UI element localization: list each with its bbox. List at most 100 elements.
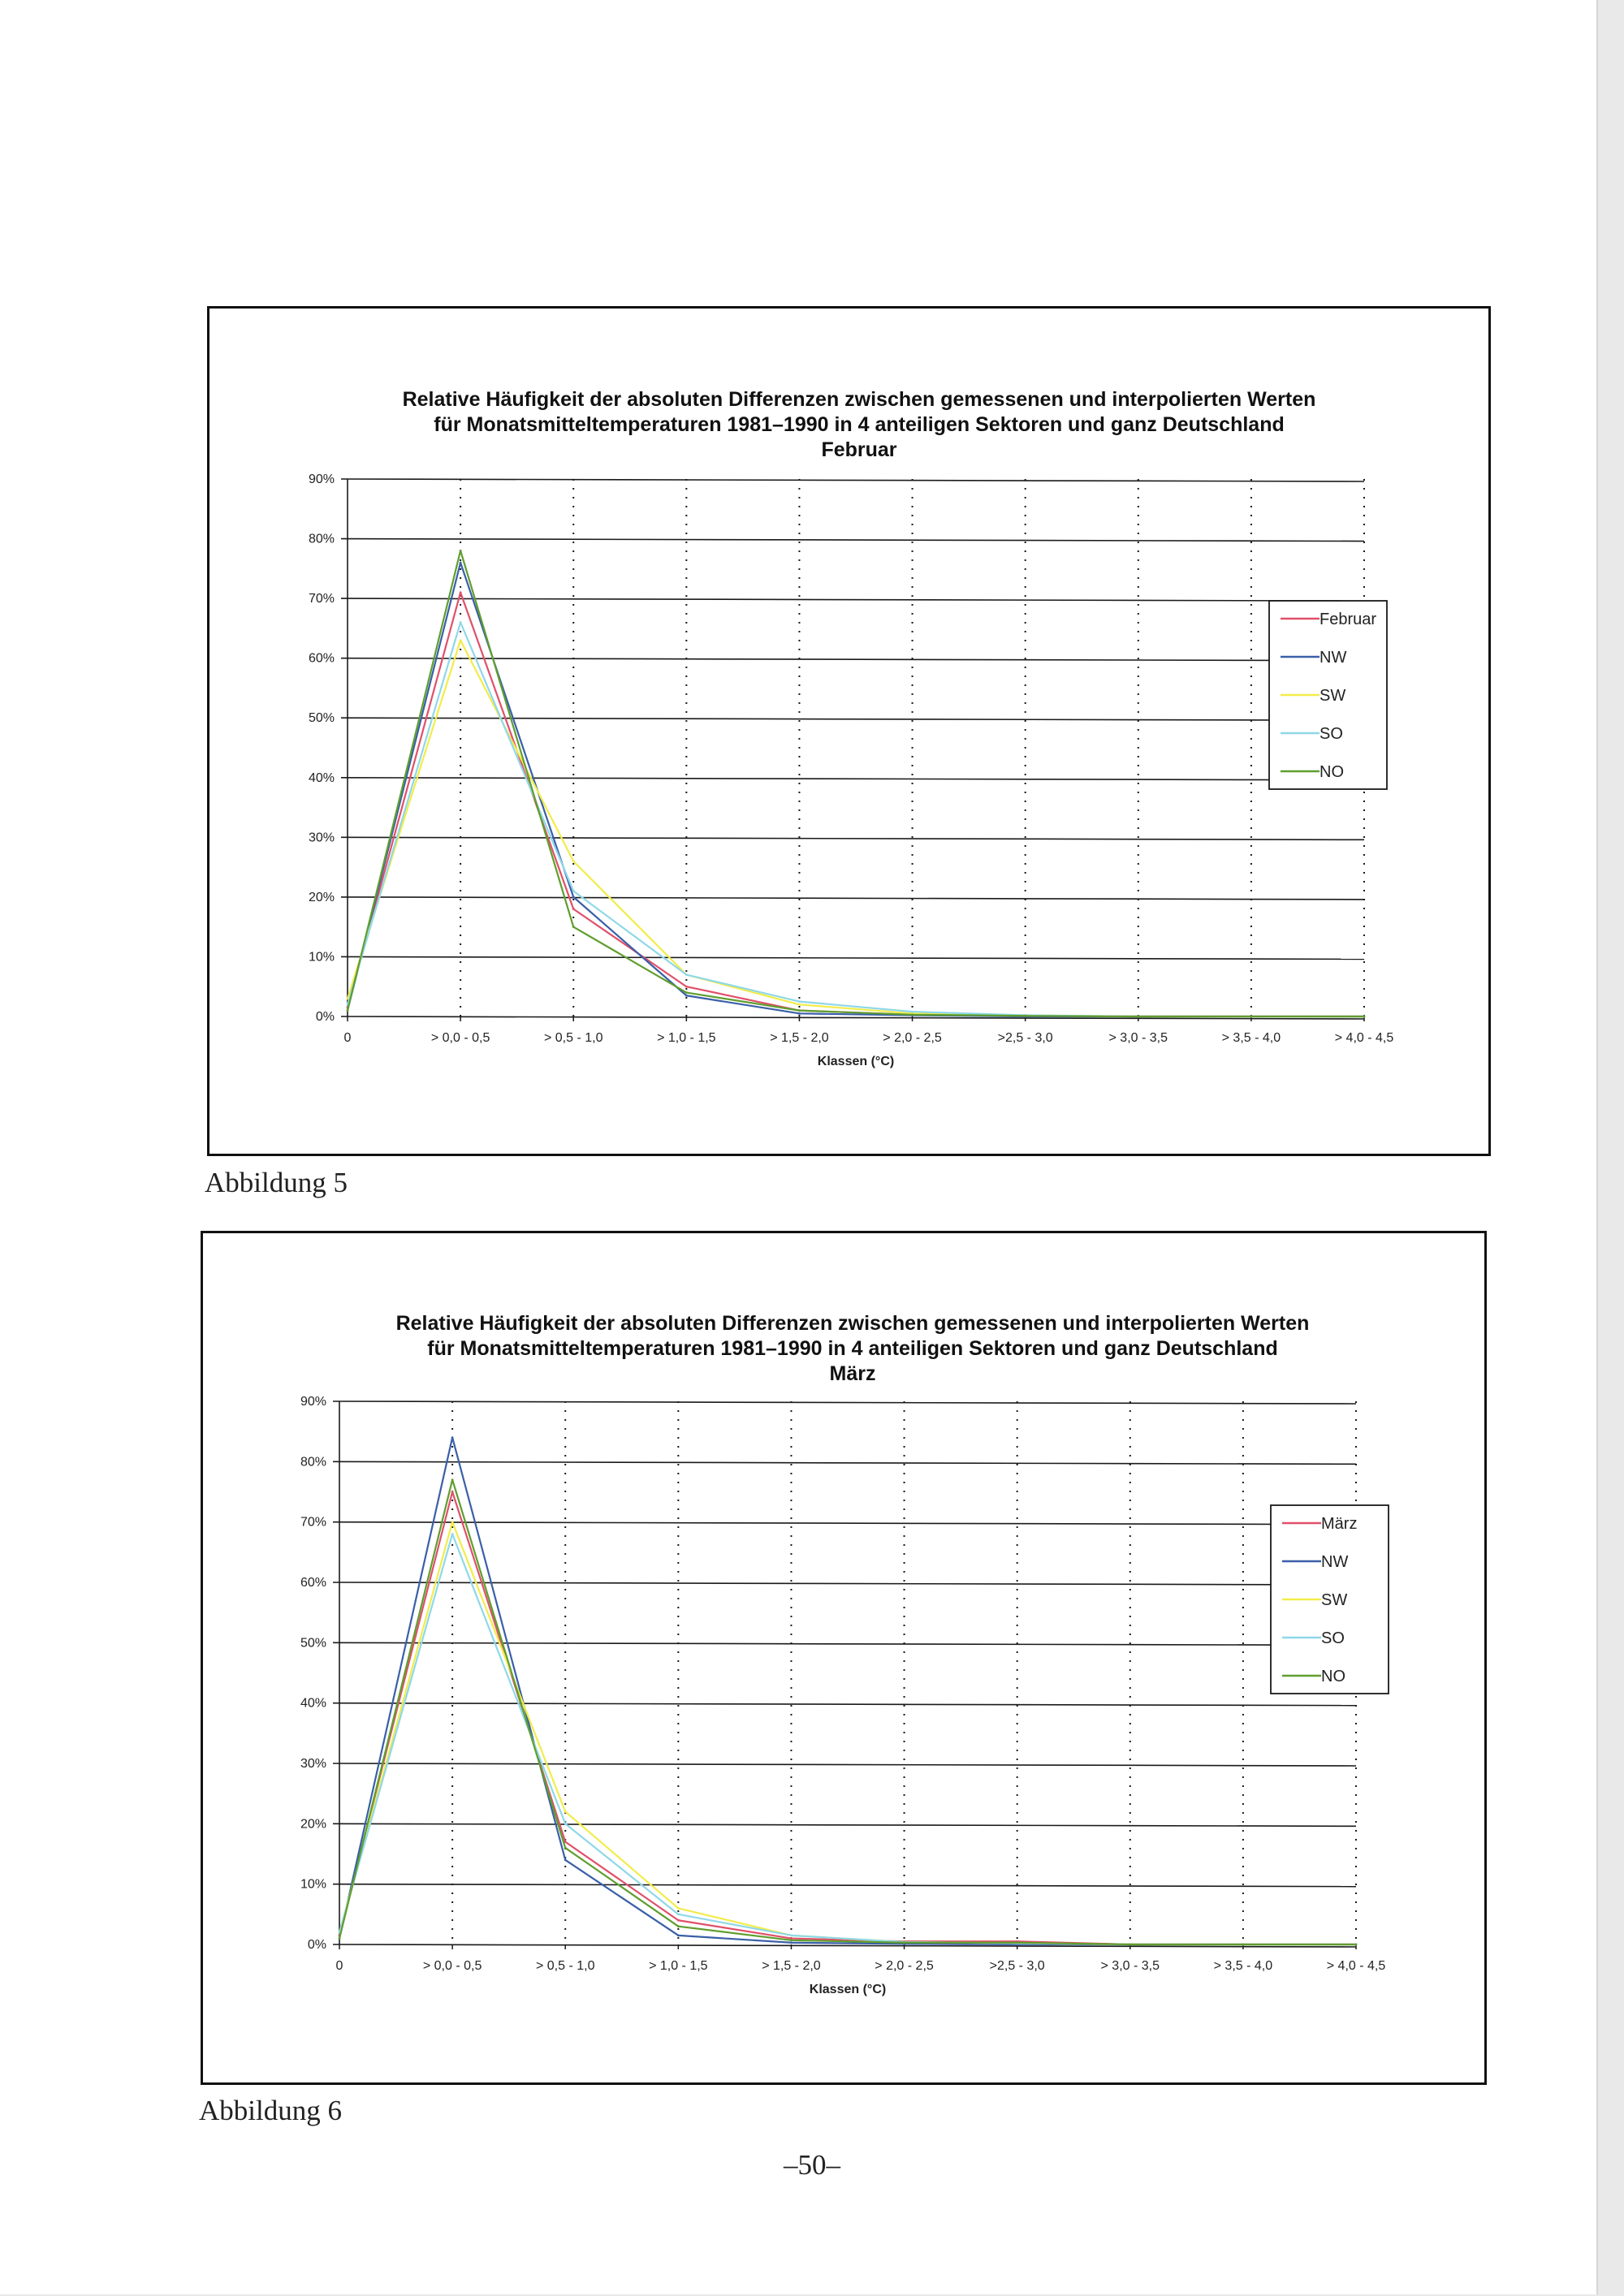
- series-line-no: [338, 1478, 1356, 1946]
- y-gridline: [340, 657, 1365, 662]
- y-tick-label: 50%: [300, 1636, 326, 1650]
- legend-label: SW: [1321, 1591, 1347, 1609]
- chart-title-line: Februar: [821, 438, 896, 461]
- chart-title-line: Relative Häufigkeit der absoluten Differ…: [396, 1312, 1310, 1335]
- x-tick-label: > 0,0 - 0,5: [423, 1959, 482, 1973]
- y-gridline: [332, 1702, 1357, 1707]
- data-point-no: [564, 1846, 567, 1849]
- data-point-no: [346, 1009, 349, 1012]
- series-line-februar: [346, 591, 1364, 1018]
- x-tick-label: > 3,0 - 3,5: [1109, 1031, 1168, 1045]
- figure-caption-6: Abbildung 6: [199, 2095, 342, 2126]
- chart-title-line: März: [830, 1362, 876, 1385]
- series-line-so: [338, 1533, 1356, 1946]
- data-point-no: [1024, 1014, 1027, 1017]
- data-point-sw: [798, 1003, 801, 1006]
- y-gridline: [340, 776, 1365, 781]
- data-point-sw: [459, 639, 462, 641]
- data-point-no: [338, 1937, 341, 1940]
- y-tick-label: 60%: [300, 1576, 326, 1590]
- data-point-so: [572, 890, 575, 892]
- data-point-so: [685, 973, 688, 976]
- x-tick-label: > 1,5 - 2,0: [770, 1031, 829, 1045]
- data-point-februar: [685, 985, 688, 988]
- data-point-no: [790, 1939, 793, 1942]
- chart-title-line: Relative Häufigkeit der absoluten Differ…: [403, 388, 1316, 411]
- y-tick-label: 0%: [316, 1010, 335, 1024]
- y-tick-label: 20%: [300, 1817, 326, 1831]
- x-tick-label: > 4,0 - 4,5: [1335, 1031, 1394, 1045]
- legend-label: NO: [1321, 1668, 1345, 1685]
- y-gridline: [332, 1823, 1357, 1828]
- data-point-m-rz: [790, 1937, 793, 1940]
- y-gridline: [340, 478, 1365, 482]
- data-point-no: [685, 991, 688, 994]
- legend-label: Februar: [1320, 611, 1376, 628]
- y-tick-label: 70%: [309, 592, 335, 606]
- data-point-sw: [346, 997, 349, 1000]
- data-point-no: [903, 1941, 905, 1944]
- series-line-nw: [346, 561, 1364, 1018]
- data-point-so: [676, 1913, 680, 1916]
- y-gridline: [340, 956, 1365, 960]
- x-tick-label: > 1,0 - 1,5: [657, 1031, 716, 1045]
- data-point-no: [1354, 1943, 1358, 1946]
- y-tick-label: 80%: [300, 1455, 326, 1469]
- x-tick-label: > 3,5 - 4,0: [1214, 1959, 1273, 1973]
- page-number: –50–: [784, 2149, 840, 2181]
- data-point-no: [798, 1009, 801, 1012]
- data-point-nw: [572, 896, 575, 899]
- y-tick-label: 60%: [309, 652, 335, 666]
- data-point-no: [451, 1478, 454, 1482]
- x-tick-label: > 0,5 - 1,0: [544, 1031, 603, 1045]
- data-point-nw: [564, 1858, 567, 1862]
- data-point-so: [790, 1934, 793, 1937]
- x-tick-label: > 3,0 - 3,5: [1101, 1959, 1160, 1973]
- y-tick-label: 0%: [308, 1938, 326, 1952]
- y-tick-label: 10%: [300, 1878, 326, 1892]
- data-point-nw: [451, 1436, 454, 1439]
- data-point-so: [451, 1533, 454, 1535]
- legend-label: NO: [1320, 763, 1344, 781]
- data-point-m-rz: [564, 1841, 567, 1844]
- data-point-nw: [790, 1941, 793, 1944]
- data-point-no: [1016, 1941, 1019, 1944]
- y-tick-label: 30%: [309, 831, 335, 844]
- chart-februar: Relative Häufigkeit der absoluten Differ…: [207, 306, 1491, 1156]
- x-tick-label: > 3,5 - 4,0: [1222, 1031, 1281, 1045]
- data-point-sw: [572, 860, 575, 863]
- legend-label: NW: [1320, 649, 1346, 667]
- data-point-no: [459, 549, 462, 552]
- legend-label: SO: [1321, 1629, 1345, 1647]
- y-tick-label: 40%: [300, 1697, 326, 1711]
- figure-caption-5: Abbildung 5: [205, 1167, 348, 1198]
- y-gridline: [332, 1944, 1357, 1948]
- y-gridline: [332, 1642, 1357, 1646]
- data-point-no: [1250, 1015, 1253, 1018]
- y-gridline: [332, 1521, 1357, 1526]
- y-tick-label: 90%: [309, 473, 335, 486]
- chart-februar-svg: Relative Häufigkeit der absoluten Differ…: [309, 388, 1394, 1068]
- series-line-no: [346, 550, 1364, 1018]
- data-point-februar: [572, 908, 575, 910]
- legend-label: SO: [1320, 725, 1343, 743]
- y-tick-label: 90%: [300, 1395, 326, 1409]
- x-axis-title: Klassen (°C): [818, 1055, 894, 1068]
- chart-title-line: für Monatsmitteltemperaturen 1981–1990 i…: [427, 1337, 1278, 1360]
- y-tick-label: 80%: [309, 533, 335, 546]
- y-gridline: [340, 836, 1365, 841]
- data-point-no: [676, 1925, 680, 1928]
- data-point-sw: [564, 1810, 567, 1813]
- y-gridline: [332, 1400, 1357, 1405]
- y-tick-label: 30%: [300, 1757, 326, 1771]
- legend-label: NW: [1321, 1553, 1348, 1571]
- data-point-sw: [451, 1521, 454, 1524]
- chart-maerz: Relative Häufigkeit der absoluten Differ…: [201, 1231, 1487, 2085]
- y-gridline: [340, 896, 1365, 900]
- data-point-no: [1129, 1943, 1132, 1946]
- data-point-no: [572, 926, 575, 929]
- series-line-sw: [346, 639, 1364, 1018]
- y-gridline: [340, 1016, 1365, 1020]
- data-point-no: [911, 1013, 914, 1016]
